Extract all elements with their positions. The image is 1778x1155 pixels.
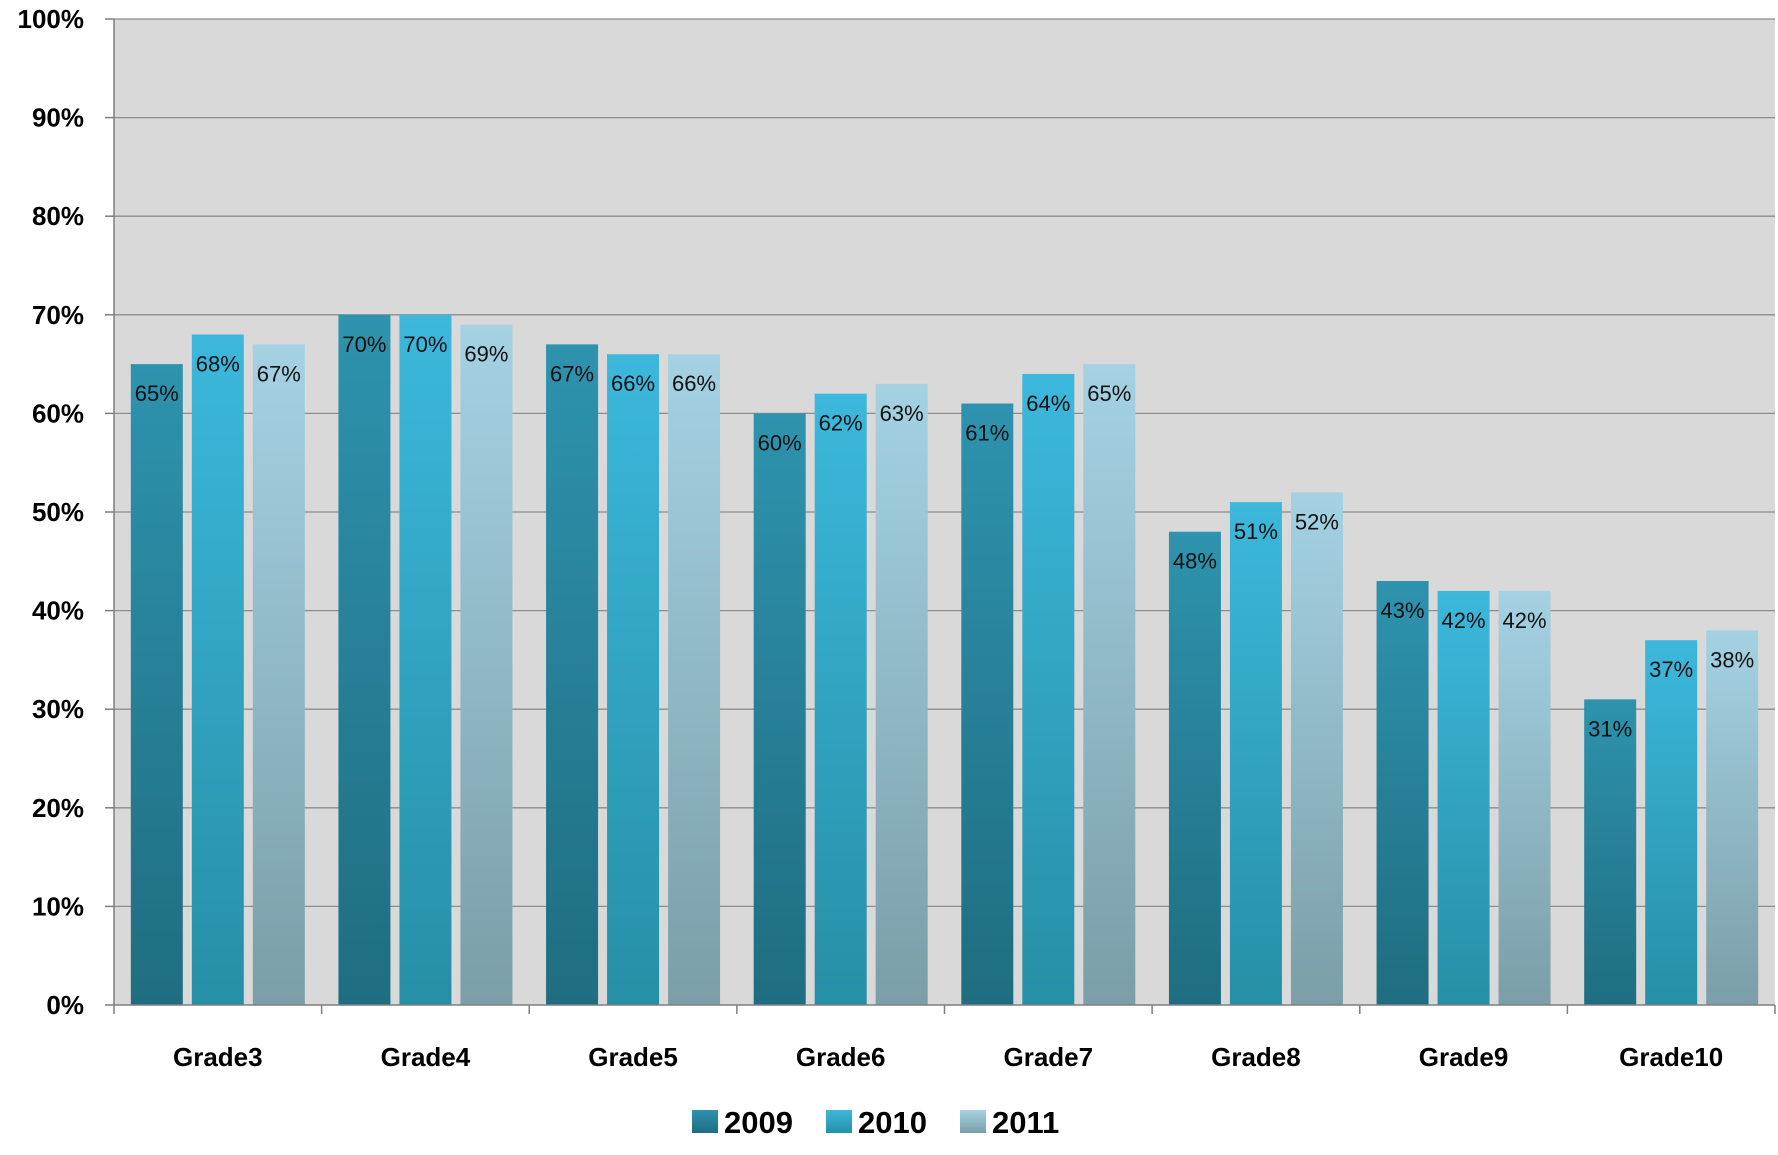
legend: 2009 2010 2011: [692, 1105, 1059, 1140]
bar-2009-grade5: [546, 344, 599, 1005]
data-label: 70%: [342, 332, 386, 357]
data-label: 61%: [965, 421, 1009, 446]
data-label: 31%: [1588, 716, 1632, 741]
y-tick-label: 0%: [46, 990, 84, 1020]
bar-2011-grade3: [252, 344, 305, 1005]
legend-swatch-2010: [826, 1110, 852, 1133]
legend-label-2011: 2011: [992, 1105, 1059, 1140]
data-label: 65%: [1087, 381, 1131, 406]
data-labels: 65% 68% 67% 70% 70% 69% 67% 66% 66% 60% 62% 63% 61% 6…: [135, 332, 1754, 742]
y-tick-label: 90%: [32, 103, 84, 133]
bar-2010-grade5: [607, 354, 660, 1005]
data-label: 68%: [196, 352, 240, 377]
y-tick-label: 50%: [32, 497, 84, 527]
legend-label-2009: 2009: [724, 1105, 793, 1140]
bar-2010-grade4: [399, 314, 452, 1005]
axes: [105, 18, 1776, 1014]
x-tick-labels: Grade3 Grade4 Grade5 Grade6 Grade7 Grade8 Grad…: [173, 1042, 1723, 1072]
x-tick-label: Grade7: [1004, 1042, 1094, 1072]
bar-2011-grade10: [1706, 630, 1759, 1005]
bar-2011-grade7: [1083, 364, 1136, 1006]
data-label: 48%: [1173, 549, 1217, 574]
bar-2011-grade6: [875, 383, 928, 1005]
data-label: 42%: [1503, 608, 1547, 633]
x-tick-label: Grade5: [588, 1042, 678, 1072]
bar-2010-grade9: [1437, 590, 1490, 1005]
data-label: 66%: [611, 371, 655, 396]
bar-2011-grade9: [1498, 590, 1551, 1005]
bar-2009-grade6: [753, 413, 806, 1005]
data-label: 62%: [819, 411, 863, 436]
data-label: 38%: [1710, 647, 1754, 672]
bar-2009-grade7: [961, 403, 1014, 1005]
data-label: 43%: [1381, 598, 1425, 623]
data-label: 66%: [672, 371, 716, 396]
y-tick-labels: 0% 10% 20% 30% 40% 50% 60% 70% 80% 90% 100%: [18, 4, 85, 1020]
legend-label-2010: 2010: [858, 1105, 927, 1140]
data-label: 65%: [135, 381, 179, 406]
data-label: 52%: [1295, 509, 1339, 534]
bar-2010-grade3: [191, 334, 244, 1005]
x-tick-label: Grade9: [1419, 1042, 1509, 1072]
bar-2009-grade3: [130, 364, 183, 1006]
bar-2009-grade9: [1376, 581, 1429, 1005]
y-tick-label: 40%: [32, 596, 84, 626]
y-tick-label: 100%: [18, 4, 85, 34]
y-tick-label: 80%: [32, 201, 84, 231]
legend-swatch-2009: [692, 1110, 718, 1133]
bars: [130, 314, 1759, 1006]
x-tick-label: Grade4: [381, 1042, 471, 1072]
bar-2009-grade8: [1168, 531, 1221, 1005]
data-label: 70%: [403, 332, 447, 357]
x-tick-label: Grade10: [1619, 1042, 1723, 1072]
bar-2011-grade8: [1290, 492, 1343, 1005]
y-tick-label: 30%: [32, 694, 84, 724]
bar-2010-grade6: [814, 393, 867, 1005]
data-label: 63%: [880, 401, 924, 426]
data-label: 42%: [1442, 608, 1486, 633]
x-tick-label: Grade3: [173, 1042, 263, 1072]
data-label: 51%: [1234, 519, 1278, 544]
y-tick-label: 70%: [32, 300, 84, 330]
y-tick-label: 10%: [32, 891, 84, 921]
bar-2009-grade10: [1584, 699, 1637, 1005]
bar-2011-grade5: [668, 354, 721, 1005]
bar-2010-grade7: [1022, 373, 1075, 1006]
data-label: 67%: [550, 361, 594, 386]
x-tick-label: Grade6: [796, 1042, 886, 1072]
data-label: 67%: [257, 361, 301, 386]
legend-swatch-2011: [960, 1110, 986, 1133]
bar-2009-grade4: [338, 314, 391, 1005]
y-tick-label: 60%: [32, 398, 84, 428]
bar-2010-grade8: [1229, 502, 1282, 1005]
data-label: 37%: [1649, 657, 1693, 682]
bar-2010-grade10: [1645, 640, 1698, 1005]
x-tick-label: Grade8: [1211, 1042, 1301, 1072]
gridlines: [114, 18, 1775, 908]
data-label: 69%: [464, 342, 508, 367]
y-tick-label: 20%: [32, 793, 84, 823]
data-label: 60%: [758, 430, 802, 455]
data-label: 64%: [1026, 391, 1070, 416]
bar-2011-grade4: [460, 324, 513, 1005]
